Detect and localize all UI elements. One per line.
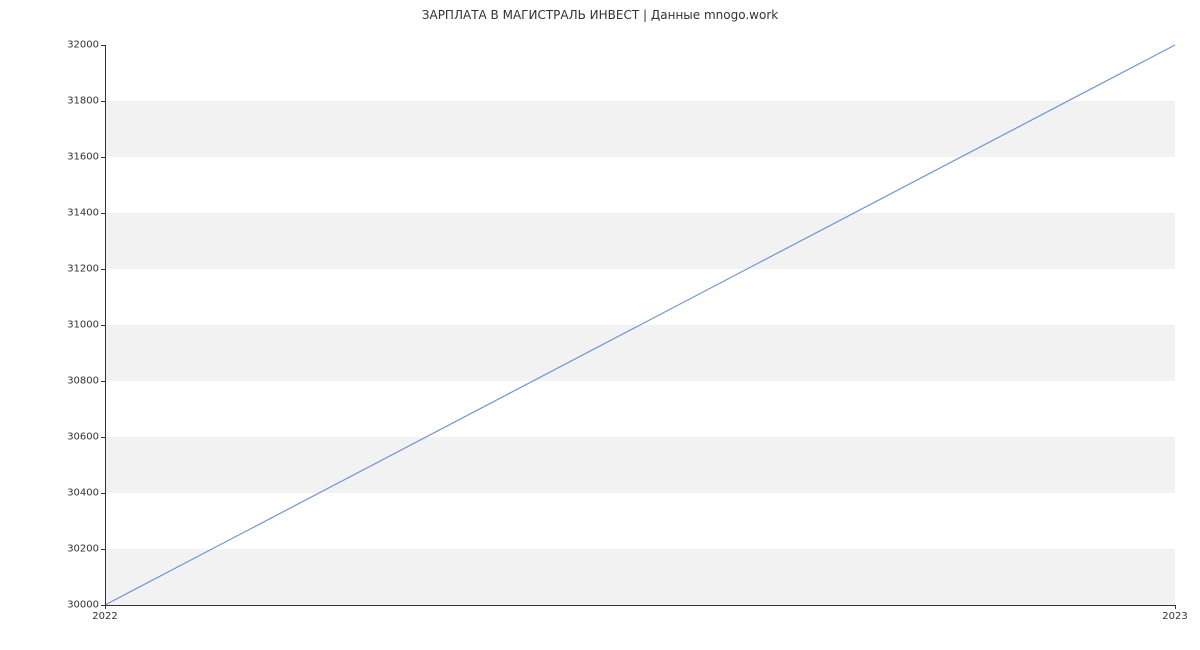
y-tick-mark [101, 549, 105, 550]
y-tick-label: 31400 [67, 208, 99, 219]
y-tick-mark [101, 269, 105, 270]
y-tick-mark [101, 101, 105, 102]
x-tick-mark [1175, 605, 1176, 609]
y-tick-label: 30400 [67, 488, 99, 499]
y-tick-label: 30200 [67, 544, 99, 555]
y-tick-label: 31000 [67, 320, 99, 331]
y-tick-label: 30600 [67, 432, 99, 443]
y-tick-label: 30800 [67, 376, 99, 387]
chart-title: ЗАРПЛАТА В МАГИСТРАЛЬ ИНВЕСТ | Данные mn… [0, 8, 1200, 22]
y-tick-mark [101, 493, 105, 494]
y-tick-mark [101, 157, 105, 158]
y-axis-line [105, 45, 106, 605]
y-tick-label: 32000 [67, 40, 99, 51]
line-series [105, 45, 1175, 605]
y-tick-mark [101, 45, 105, 46]
x-axis-line [105, 605, 1175, 606]
y-tick-mark [101, 325, 105, 326]
x-tick-label: 2023 [1162, 611, 1187, 622]
x-tick-mark [105, 605, 106, 609]
y-tick-mark [101, 213, 105, 214]
y-tick-mark [101, 437, 105, 438]
x-tick-label: 2022 [92, 611, 117, 622]
y-tick-label: 31800 [67, 96, 99, 107]
y-tick-label: 30000 [67, 600, 99, 611]
plot-area: 3000030200304003060030800310003120031400… [105, 45, 1175, 605]
y-tick-label: 31600 [67, 152, 99, 163]
y-tick-mark [101, 381, 105, 382]
series-line [105, 45, 1175, 605]
y-tick-label: 31200 [67, 264, 99, 275]
